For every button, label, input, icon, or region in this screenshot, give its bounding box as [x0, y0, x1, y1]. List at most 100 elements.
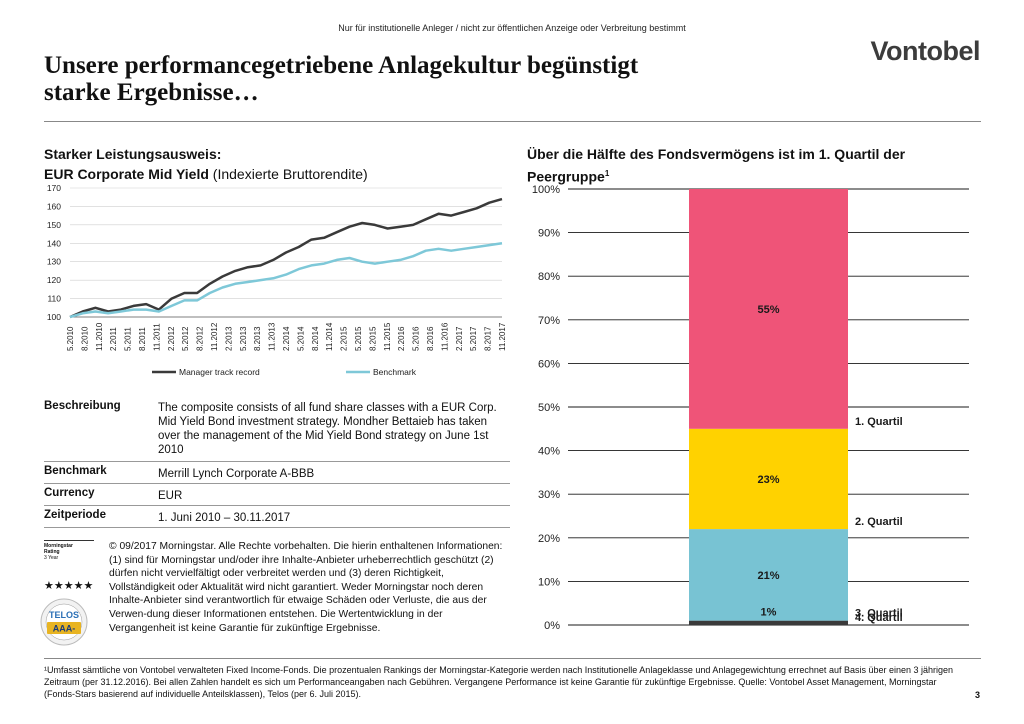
x-tick-label: 11.2017 — [498, 322, 507, 351]
x-tick-label: 2.2016 — [397, 326, 406, 351]
y-tick-label: 50% — [538, 402, 560, 414]
x-tick-label: 2.2012 — [167, 326, 176, 351]
line-chart-x-ticks: 5.2010 8.2010 11.2010 2.2011 5.2011 8.2011 11.… — [66, 322, 507, 351]
y-tick-label: 90% — [538, 228, 560, 240]
line-chart-grid — [70, 187, 502, 318]
bar-segment — [689, 428, 848, 530]
x-tick-label: 5.2015 — [354, 326, 363, 351]
top-disclaimer: Nur für institutionelle Anleger / nicht … — [338, 23, 686, 33]
x-tick-label: 2.2014 — [282, 326, 291, 351]
y-tick-label: 140 — [47, 238, 61, 248]
performance-line-chart: 100 110 120 130 140 150 160 170 5.2010 8.2010 11.… — [47, 183, 507, 377]
x-tick-label: 11.2015 — [383, 322, 392, 351]
line-chart-y-ticks: 100 110 120 130 140 150 160 170 — [47, 183, 61, 322]
x-tick-label: 11.2016 — [440, 322, 449, 351]
data-label: 21% — [757, 570, 779, 582]
x-tick-label: 8.2012 — [196, 326, 205, 351]
y-tick-label: 70% — [538, 315, 560, 327]
data-label: 23% — [757, 474, 779, 486]
table-value: Merrill Lynch Corporate A-BBB — [158, 468, 315, 480]
x-tick-label: 11.2013 — [268, 322, 277, 351]
x-tick-label: 8.2017 — [484, 326, 493, 351]
line-chart-legend: Manager track record Benchmark — [152, 367, 417, 377]
telos-rating-band — [47, 622, 81, 634]
table-value: EUR — [158, 490, 183, 502]
x-tick-label: 8.2015 — [368, 326, 377, 351]
footnote: ¹Umfasst sämtliche von Vontobel verwalte… — [44, 665, 954, 699]
fund-description-table: Beschreibung The composite consists of a… — [44, 398, 510, 528]
y-tick-label: 30% — [538, 489, 560, 501]
x-tick-label: 8.2010 — [80, 326, 89, 351]
quartile-label: 1. Quartil — [855, 416, 903, 428]
y-tick-label: 20% — [538, 533, 560, 545]
quartile-label: 3. Quartil — [855, 608, 903, 620]
bar-segment — [689, 189, 848, 429]
table-row: Currency EUR — [44, 484, 510, 506]
table-label: Beschreibung — [44, 400, 121, 412]
x-tick-label: 11.2010 — [95, 322, 104, 351]
y-tick-label: 100 — [47, 312, 61, 322]
left-heading-line-1: Starker Leistungsausweis: — [44, 146, 222, 162]
table-value: 1. Juni 2010 – 30.11.2017 — [158, 512, 291, 524]
x-tick-label: 8.2016 — [426, 326, 435, 351]
table-row: Beschreibung The composite consists of a… — [44, 398, 510, 462]
data-label: 55% — [757, 304, 779, 316]
title-line-1: Unsere performancegetriebene Anlagekultu… — [44, 52, 639, 79]
left-heading-line-2: EUR Corporate Mid Yield (Indexierte Brut… — [44, 164, 368, 184]
x-tick-label: 5.2017 — [469, 326, 478, 351]
morningstar-badge-line-2: Rating — [44, 549, 60, 555]
morningstar-badge-line-3: 3 Year — [44, 555, 59, 561]
y-tick-label: 130 — [47, 257, 61, 267]
x-tick-label: 2.2013 — [224, 326, 233, 351]
y-tick-label: 170 — [47, 183, 61, 193]
x-tick-label: 8.2011 — [138, 327, 147, 351]
bar-segment — [689, 620, 848, 625]
x-tick-label: 8.2013 — [253, 326, 262, 351]
table-row: Benchmark Merrill Lynch Corporate A-BBB — [44, 462, 510, 484]
series-line — [69, 197, 503, 319]
y-tick-label: 60% — [538, 358, 560, 370]
morningstar-disclaimer: © 09/2017 Morningstar. Alle Rechte vorbe… — [109, 541, 503, 634]
table-label: Benchmark — [44, 465, 107, 477]
y-tick-label: 100% — [532, 184, 560, 196]
quartile-label: 2. Quartil — [855, 516, 903, 528]
x-tick-label: 5.2010 — [66, 326, 75, 351]
y-tick-label: 40% — [538, 446, 560, 458]
y-tick-label: 120 — [47, 275, 61, 285]
telos-badge-name: TELOS — [49, 610, 79, 620]
telos-rating-badge: TELOS AAA- — [40, 598, 88, 646]
y-tick-label: 160 — [47, 201, 61, 211]
fund-name: EUR Corporate Mid Yield — [44, 166, 209, 182]
table-label: Zeitperiode — [44, 509, 106, 521]
page-title: Unsere performancegetriebene Anlagekultu… — [44, 52, 804, 106]
right-heading: Über die Hälfte des Fondsvermögens ist i… — [527, 144, 967, 187]
x-tick-label: 5.2013 — [239, 326, 248, 351]
data-label: 1% — [761, 607, 777, 619]
x-tick-label: 11.2012 — [210, 322, 219, 351]
y-tick-label: 10% — [538, 576, 560, 588]
y-tick-label: 0% — [544, 620, 560, 632]
x-tick-label: 5.2012 — [181, 326, 190, 351]
y-tick-label: 110 — [47, 294, 61, 304]
x-tick-label: 5.2014 — [296, 326, 305, 351]
x-tick-label: 2.2011 — [109, 327, 118, 351]
fund-subtitle: (Indexierte Bruttorendite) — [208, 166, 368, 182]
x-tick-label: 2.2015 — [340, 326, 349, 351]
x-tick-label: 2.2017 — [455, 326, 464, 351]
title-line-2: starke Ergebnisse… — [44, 79, 259, 106]
quartile-label: 4. Quartil — [855, 612, 903, 624]
y-tick-label: 80% — [538, 271, 560, 283]
bar-chart-segments — [689, 189, 848, 625]
morningstar-badge-line-1: Morningstar — [44, 540, 94, 549]
header-divider — [44, 121, 981, 122]
x-tick-label: 8.2014 — [311, 326, 320, 351]
bar-chart-labels: 1% 4. Quartil 21% 3. Quartil 23% 2. Quartil 55… — [757, 304, 902, 624]
morningstar-rating-badge: Morningstar Rating 3 Year ★★★★★ — [44, 540, 94, 592]
bar-segment — [689, 529, 848, 621]
line-chart-series — [69, 197, 503, 319]
quartile-stacked-bar-chart: 0% 10% 20% 30% 40% 50% 60% 70% 80% 90% 100% 1% 4. Q… — [532, 184, 969, 632]
x-tick-label: 5.2016 — [412, 326, 421, 351]
series-line — [69, 242, 503, 319]
left-heading: Starker Leistungsausweis: EUR Corporate … — [44, 144, 368, 184]
star-rating-icon: ★★★★★ — [44, 580, 94, 592]
